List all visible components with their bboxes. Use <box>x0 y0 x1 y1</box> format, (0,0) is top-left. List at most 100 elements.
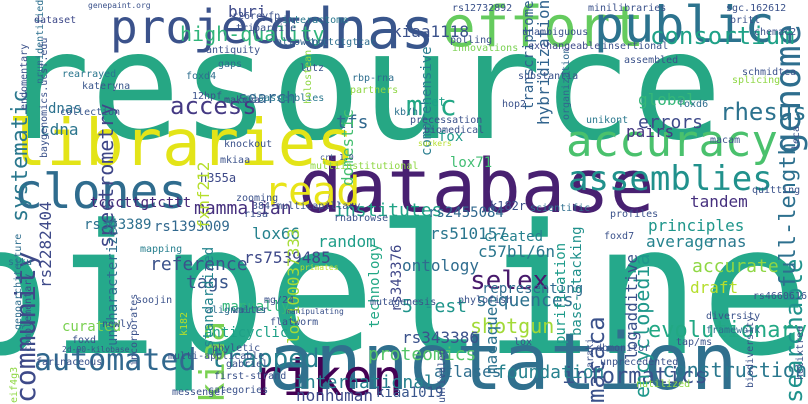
word-dnas: dnas <box>48 101 82 117</box>
word-situ: situ <box>8 257 33 268</box>
word-draft: draft <box>690 278 739 297</box>
word-fxnf212: fxnf212 <box>194 161 213 229</box>
word-cdna: cdna <box>40 120 79 139</box>
word-lox71: lox71 <box>450 155 493 171</box>
word-profiles: profiles <box>610 209 659 220</box>
word-pipeline: pipeline <box>0 187 808 396</box>
word-endomentary: endomentary <box>19 43 30 110</box>
word-consortium: consortium <box>650 22 795 50</box>
word-biomedical: biomedical <box>424 125 485 136</box>
word-macam: macam <box>710 135 741 146</box>
word-nonhuman: nonhuman <box>296 386 374 404</box>
word-5-est: 5'-est <box>402 296 468 317</box>
word-categories: categories <box>208 385 269 396</box>
word-tags: tags <box>186 272 230 293</box>
word-gaps: gaps <box>218 59 243 70</box>
word-public: public <box>594 0 775 54</box>
word-annotation: annotation <box>268 318 738 404</box>
word-libraries: libraries <box>8 107 355 181</box>
word-suckers: suckers <box>418 139 452 148</box>
word-r26reyfp: r26reyfp <box>232 11 281 22</box>
word-chemac2: chemac2 <box>754 27 797 38</box>
word-misassemblies: misassemblies <box>246 93 325 104</box>
word-project: project <box>110 0 304 54</box>
word-full-length: full-length <box>776 142 801 288</box>
word-384-multicapillary: 384-multicapillary <box>252 201 361 212</box>
word-britl: britl <box>730 15 761 26</box>
word-kb-h: kb/h <box>394 107 419 118</box>
word-random: random <box>318 232 376 251</box>
word-soojin: soojin <box>136 295 173 306</box>
word-trapped: trapped <box>210 344 320 374</box>
word-ontology: ontology <box>402 256 480 275</box>
word-h355a: h355a <box>200 171 237 185</box>
word-rs2282404: rs2282404 <box>36 201 55 288</box>
word-read: read <box>264 169 361 215</box>
word-rearrayed: rearrayed <box>62 69 117 80</box>
word-rs1393009: rs1393009 <box>154 219 230 235</box>
word-set: set <box>424 95 446 109</box>
word-rs4660616: rs4660616 <box>752 291 807 302</box>
word-selex: selex <box>470 266 549 296</box>
word-unikont: unikont <box>586 115 629 126</box>
word-incorporates: incorporates <box>129 293 140 366</box>
word-pairs: pairs <box>626 122 675 141</box>
word-accurate: accurate <box>692 256 779 277</box>
word-fox: fox <box>438 129 464 145</box>
word-evolutionary: evolutionary <box>648 318 807 343</box>
word-sequences: sequences <box>476 290 574 311</box>
word-k182: k182 <box>179 311 190 336</box>
word-foxd4: foxd4 <box>186 71 217 82</box>
word-phylofish: phylofish <box>458 295 513 306</box>
word-tap-ms: tap/ms <box>676 337 713 348</box>
word-antiquity: antiquity <box>206 45 261 56</box>
word-macaque: macaque <box>482 306 501 374</box>
word-framework: framework <box>706 325 761 336</box>
word-flatworm: flatworm <box>270 317 319 328</box>
word-automated: automated <box>34 343 197 378</box>
word-quitting: quitting <box>752 185 801 196</box>
word-tfs: tfs <box>336 112 369 133</box>
word-rs343389: rs343389 <box>84 217 152 233</box>
word-high-quality: high-quality <box>180 22 325 46</box>
word-base-stacking: base-stacking <box>569 226 585 336</box>
word-assembled: assembled <box>624 55 679 66</box>
word-curated: curated <box>62 319 122 335</box>
word-lox66: lox66 <box>252 224 301 243</box>
word-2d-90-kilobase: 2d-90-kilobase <box>62 345 130 354</box>
word-interactome: interactome <box>282 15 349 26</box>
word-manually: manually <box>222 299 290 315</box>
word-collection: collection <box>60 107 121 118</box>
word-gabriel: gabriel <box>226 359 269 370</box>
word-scientific: scientific <box>530 203 591 214</box>
word-average: average <box>646 232 714 251</box>
word-tcccttgtcttt: tcccttgtcttt <box>90 195 192 211</box>
word-rs2455084: rs2455084 <box>428 205 504 221</box>
word-holostean: holostean <box>303 49 314 104</box>
word-domestic: domestic <box>338 108 357 186</box>
word-assemblies: assemblies <box>568 159 773 199</box>
word-schmidtea: schmidtea <box>742 67 797 78</box>
word-unprecedented: unprecedented <box>600 357 679 368</box>
word-knockout: knockout <box>224 139 273 150</box>
word-complementary: complementary <box>23 273 34 352</box>
word-exchangeable: exchangeable <box>528 41 601 52</box>
word-unrivaled: unrivaled <box>437 348 448 403</box>
word-zooming: zooming <box>236 193 279 204</box>
word-eif4g3: eif4g3 <box>9 366 20 403</box>
word-phyletic: phyletic <box>212 343 261 354</box>
word-atlases: atlases <box>434 362 502 381</box>
word-risa: risa <box>244 209 269 220</box>
word-informatics: informatics <box>562 364 708 389</box>
word-foundation: foundation <box>496 362 605 383</box>
word-purification: purification <box>553 242 569 344</box>
word-minilibraries: minilibraries <box>588 3 667 14</box>
word-allowing: allowing <box>276 37 325 48</box>
word-search: search <box>238 88 296 107</box>
word-lox: lox <box>514 337 533 348</box>
word-innovations: innovations <box>452 43 519 54</box>
word-organization: organization <box>561 47 572 120</box>
word-kiaa1118: kiaa1118 <box>392 22 470 41</box>
word-riken: riken <box>252 349 403 404</box>
